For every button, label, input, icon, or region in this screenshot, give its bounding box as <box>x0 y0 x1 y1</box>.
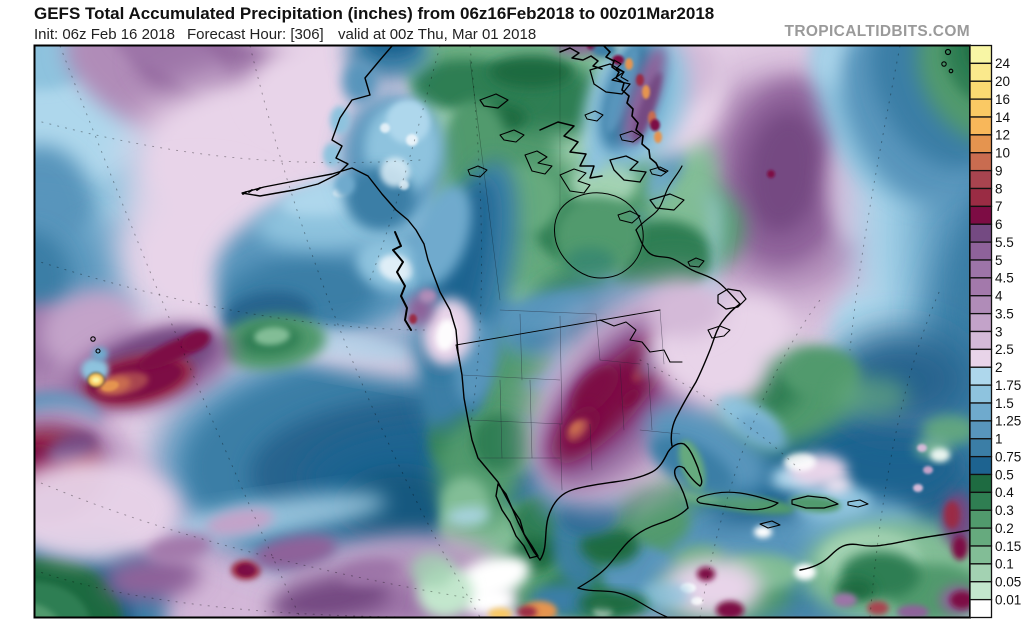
svg-text:4: 4 <box>995 289 1003 304</box>
svg-text:4.5: 4.5 <box>995 271 1014 286</box>
svg-text:20: 20 <box>995 74 1010 89</box>
svg-text:1.75: 1.75 <box>995 378 1021 393</box>
svg-text:2: 2 <box>995 360 1003 375</box>
svg-text:12: 12 <box>995 128 1010 143</box>
svg-text:5: 5 <box>995 253 1003 268</box>
svg-text:24: 24 <box>995 56 1011 71</box>
svg-text:0.5: 0.5 <box>995 467 1014 482</box>
svg-text:0.75: 0.75 <box>995 449 1021 464</box>
svg-text:0.4: 0.4 <box>995 485 1014 500</box>
svg-text:16: 16 <box>995 92 1010 107</box>
svg-text:9: 9 <box>995 163 1003 178</box>
svg-text:1.5: 1.5 <box>995 396 1014 411</box>
svg-text:0.01: 0.01 <box>995 592 1021 607</box>
svg-text:1.25: 1.25 <box>995 414 1021 429</box>
svg-text:7: 7 <box>995 199 1003 214</box>
svg-text:6: 6 <box>995 217 1003 232</box>
svg-text:0.1: 0.1 <box>995 557 1014 572</box>
svg-text:10: 10 <box>995 146 1010 161</box>
svg-text:1: 1 <box>995 432 1003 447</box>
svg-text:8: 8 <box>995 181 1003 196</box>
svg-text:0.2: 0.2 <box>995 521 1014 536</box>
svg-text:5.5: 5.5 <box>995 235 1014 250</box>
svg-text:3: 3 <box>995 324 1003 339</box>
svg-text:14: 14 <box>995 110 1011 125</box>
svg-text:0.3: 0.3 <box>995 503 1014 518</box>
svg-text:0.05: 0.05 <box>995 575 1021 590</box>
svg-text:2.5: 2.5 <box>995 342 1014 357</box>
svg-text:0.15: 0.15 <box>995 539 1021 554</box>
svg-text:3.5: 3.5 <box>995 306 1014 321</box>
